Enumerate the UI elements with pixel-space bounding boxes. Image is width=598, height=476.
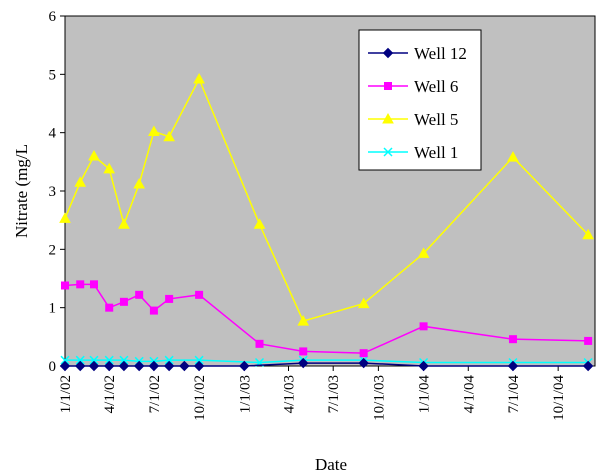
data-point-well-1 xyxy=(194,355,204,365)
y-tick-label: 6 xyxy=(49,9,57,25)
data-point-well-1 xyxy=(104,355,114,365)
x-tick-label: 7/1/02 xyxy=(147,375,163,413)
y-tick-label: 5 xyxy=(49,67,57,83)
data-point-well-12 xyxy=(582,360,594,372)
data-point-well-1 xyxy=(164,355,174,365)
data-point-well-12 xyxy=(507,360,519,372)
data-point-well-6 xyxy=(299,347,308,356)
data-point-well-5 xyxy=(417,247,430,258)
data-point-well-1 xyxy=(75,355,85,365)
legend-item-well-6: Well 6 xyxy=(368,77,458,96)
data-point-well-6 xyxy=(105,303,114,312)
data-point-well-12 xyxy=(193,360,205,372)
data-point-well-12 xyxy=(148,360,160,372)
data-point-well-6 xyxy=(255,339,264,348)
x-tick-label: 1/1/04 xyxy=(417,375,433,414)
data-point-well-6 xyxy=(165,294,174,303)
data-point-well-12 xyxy=(179,360,190,372)
legend-marker xyxy=(384,82,392,90)
x-tick-label: 10/1/04 xyxy=(551,375,567,421)
series-line-well-12 xyxy=(65,362,589,367)
x-tick-label: 4/1/02 xyxy=(102,375,118,413)
data-point-well-5 xyxy=(193,72,205,84)
data-point-well-5 xyxy=(507,151,519,162)
data-point-well-12 xyxy=(418,360,429,372)
data-point-well-12 xyxy=(239,360,250,372)
x-tick-label: 1/1/02 xyxy=(58,375,74,413)
y-axis-title: Nitrate (mg/L xyxy=(12,144,31,238)
data-point-well-6 xyxy=(359,349,368,358)
x-tick-label: 10/1/02 xyxy=(192,375,208,421)
data-point-well-12 xyxy=(104,360,115,372)
legend-label: Well 5 xyxy=(414,110,458,129)
data-point-well-5 xyxy=(163,130,175,142)
data-point-well-6 xyxy=(149,306,158,315)
y-tick-label: 2 xyxy=(49,242,57,258)
data-point-well-1 xyxy=(89,355,99,365)
data-point-well-5 xyxy=(103,162,116,174)
data-point-well-12 xyxy=(163,360,175,372)
legend-item-well-1: Well 1 xyxy=(368,143,458,162)
data-point-well-6 xyxy=(76,280,85,289)
y-tick-label: 3 xyxy=(49,184,57,200)
data-point-well-6 xyxy=(61,281,69,290)
data-point-well-5 xyxy=(118,218,130,229)
legend-label: Well 6 xyxy=(414,77,458,96)
data-point-well-12 xyxy=(358,357,369,369)
data-point-well-12 xyxy=(75,360,86,372)
legend-item-well-5: Well 5 xyxy=(368,110,458,129)
data-point-well-6 xyxy=(419,322,428,331)
data-point-well-5 xyxy=(253,218,266,229)
x-tick-label: 7/1/03 xyxy=(326,375,342,413)
y-tick-label: 0 xyxy=(49,359,57,375)
x-axis-title: Date xyxy=(315,455,347,474)
x-axis-ticks: 1/1/02 4/1/02 7/1/02 10/1/02 1/1/03 4/1/03 7/1… xyxy=(58,366,567,421)
data-point-well-12 xyxy=(298,357,309,369)
data-point-well-12 xyxy=(133,360,145,372)
legend-marker xyxy=(382,47,394,59)
data-point-well-5 xyxy=(297,315,310,326)
data-point-well-6 xyxy=(135,290,144,299)
data-point-well-5 xyxy=(357,297,370,309)
data-point-well-5 xyxy=(582,228,594,240)
data-point-well-6 xyxy=(195,290,204,299)
legend-label: Well 1 xyxy=(414,143,458,162)
x-tick-label: 4/1/03 xyxy=(281,375,297,413)
data-point-well-6 xyxy=(89,280,98,289)
data-point-well-5 xyxy=(88,149,100,161)
y-tick-label: 4 xyxy=(49,126,57,142)
x-tick-label: 10/1/03 xyxy=(371,375,387,421)
data-point-well-6 xyxy=(584,336,593,345)
data-point-well-1 xyxy=(60,355,70,365)
data-point-well-12 xyxy=(88,360,100,372)
legend: Well 12 Well 6 Well 5 Well 1 xyxy=(358,29,482,171)
data-point-well-5 xyxy=(133,177,146,189)
data-point-well-5 xyxy=(148,125,160,136)
x-tick-label: 7/1/04 xyxy=(506,375,522,414)
series-layer xyxy=(59,72,594,372)
legend-marker xyxy=(383,147,393,157)
data-point-well-6 xyxy=(119,297,128,306)
data-point-well-5 xyxy=(74,176,87,187)
series-well-12 xyxy=(59,357,594,372)
data-point-well-5 xyxy=(59,212,71,223)
data-point-well-1 xyxy=(119,355,129,365)
x-tick-label: 4/1/04 xyxy=(461,375,477,414)
y-tick-label: 1 xyxy=(49,301,57,317)
data-point-well-12 xyxy=(59,360,71,372)
legend-label: Well 12 xyxy=(414,44,467,63)
series-well-6 xyxy=(61,280,593,358)
legend-item-well-12: Well 12 xyxy=(368,44,467,63)
legend-marker xyxy=(382,112,394,124)
x-tick-label: 1/1/03 xyxy=(237,375,253,413)
data-point-well-12 xyxy=(118,360,130,372)
y-axis-ticks: 0 1 2 3 4 5 6 xyxy=(49,9,65,375)
data-point-well-6 xyxy=(508,335,517,344)
series-well-5 xyxy=(59,72,594,326)
